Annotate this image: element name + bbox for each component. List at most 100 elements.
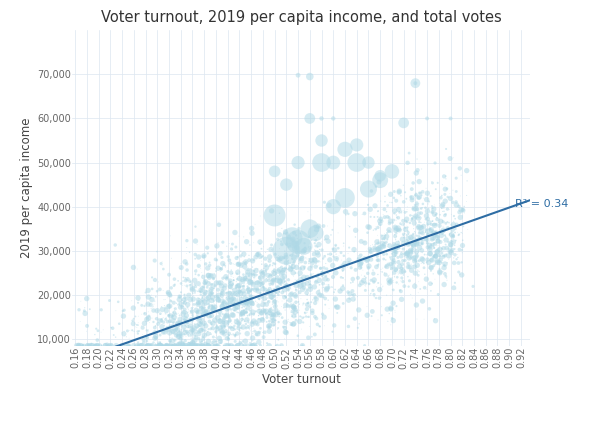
Point <box>174 340 184 346</box>
Point <box>279 266 289 273</box>
Point <box>436 256 445 263</box>
Point <box>282 259 291 266</box>
Point <box>436 238 445 245</box>
Point <box>332 304 341 311</box>
Point <box>439 245 448 252</box>
Point <box>278 324 288 330</box>
Point <box>411 80 420 87</box>
Point <box>217 283 226 289</box>
Point <box>154 342 164 349</box>
Point <box>407 197 417 203</box>
Point <box>352 159 362 166</box>
Point <box>186 315 196 322</box>
Point <box>293 302 302 309</box>
Point <box>231 331 240 338</box>
Point <box>111 307 120 314</box>
Point <box>182 318 191 325</box>
Point <box>298 286 308 293</box>
Point <box>309 251 319 257</box>
Point <box>296 270 305 276</box>
Point <box>356 264 366 271</box>
Point <box>214 337 224 344</box>
Point <box>405 149 414 156</box>
Point <box>376 266 386 273</box>
Point <box>240 299 250 306</box>
Point <box>370 225 379 232</box>
Point <box>198 336 208 343</box>
Point <box>157 315 167 322</box>
Point <box>391 208 401 215</box>
Point <box>219 342 228 349</box>
Point <box>371 226 380 232</box>
Point <box>433 219 443 226</box>
Point <box>229 274 238 281</box>
Point <box>213 293 222 300</box>
Point <box>188 314 198 321</box>
Point <box>179 316 189 323</box>
Point <box>108 325 117 332</box>
Point <box>205 262 214 269</box>
Point <box>404 231 414 238</box>
Point <box>272 294 282 301</box>
Point <box>338 263 348 270</box>
Point <box>285 296 295 303</box>
Point <box>412 223 422 230</box>
Point <box>163 318 172 325</box>
Point <box>299 284 309 291</box>
Point <box>119 328 129 335</box>
Point <box>191 327 201 334</box>
Point <box>220 300 229 307</box>
Point <box>398 265 408 272</box>
Point <box>143 287 153 294</box>
Point <box>341 211 351 218</box>
Point <box>255 308 264 314</box>
Point <box>360 282 370 289</box>
Point <box>249 311 259 318</box>
Point <box>237 273 247 280</box>
Point <box>427 229 436 235</box>
Point <box>339 267 349 274</box>
Point <box>212 324 222 331</box>
Point <box>164 326 173 333</box>
Point <box>297 251 306 258</box>
Point <box>230 287 240 294</box>
Point <box>106 342 116 349</box>
Point <box>402 195 411 202</box>
Point <box>282 329 292 336</box>
Point <box>179 274 188 281</box>
Point <box>366 213 376 220</box>
Point <box>244 324 253 331</box>
Point <box>377 232 386 239</box>
Point <box>223 268 233 275</box>
Point <box>277 281 287 288</box>
Point <box>222 243 232 250</box>
Point <box>459 207 468 214</box>
Point <box>321 268 330 275</box>
Point <box>389 194 399 201</box>
Point <box>440 260 450 267</box>
Point <box>130 342 140 349</box>
Point <box>170 342 180 349</box>
Point <box>246 266 256 273</box>
Point <box>432 214 441 221</box>
Point <box>408 212 417 219</box>
Point <box>176 320 185 327</box>
Point <box>210 340 220 346</box>
Point <box>311 273 321 280</box>
Point <box>125 342 134 349</box>
Point <box>455 271 465 278</box>
Point <box>437 205 447 212</box>
Point <box>240 274 250 281</box>
Point <box>261 310 271 317</box>
Point <box>300 240 309 247</box>
Point <box>264 263 274 270</box>
Point <box>329 289 339 295</box>
Point <box>330 303 340 310</box>
Point <box>143 308 153 315</box>
Point <box>259 334 268 340</box>
Point <box>312 273 322 280</box>
Point <box>311 260 321 267</box>
Point <box>324 202 334 209</box>
Point <box>253 342 262 349</box>
Point <box>261 296 271 303</box>
